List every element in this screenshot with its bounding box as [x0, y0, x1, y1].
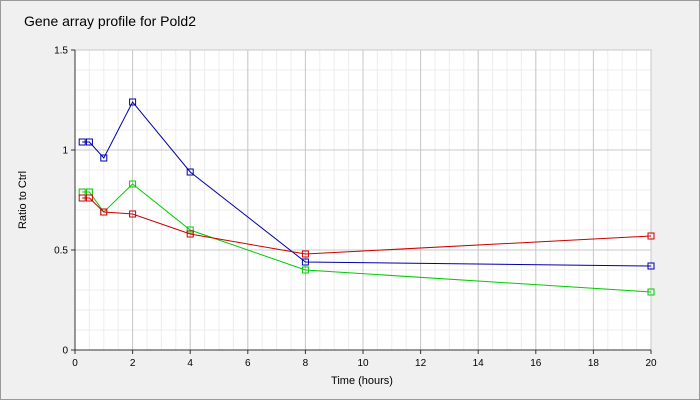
series-1-point	[100, 154, 108, 162]
x-axis-ticks: 0 2 4 6 8 10 12 14 16 18 20	[72, 350, 657, 369]
series-2-point	[129, 180, 137, 188]
series-3-point	[100, 208, 108, 216]
y-tick-label: 0	[62, 346, 68, 357]
x-tick-label: 18	[588, 358, 600, 369]
x-tick-label: 20	[645, 358, 657, 369]
series-1-point	[129, 98, 137, 106]
y-axis-ticks: 0 0.5 1 1.5	[54, 46, 75, 357]
series-3-point	[129, 210, 137, 218]
series-1-point	[85, 138, 93, 146]
y-axis-label: Ratio to Ctrl	[17, 171, 29, 229]
series-line-3	[82, 197, 652, 255]
x-tick-label: 10	[357, 358, 369, 369]
series-2-point	[301, 266, 309, 274]
series-1-point	[647, 262, 655, 270]
x-tick-label: 12	[415, 358, 427, 369]
x-tick-label: 4	[187, 358, 193, 369]
x-tick-label: 6	[245, 358, 251, 369]
x-tick-label: 14	[473, 358, 485, 369]
series-3-point	[186, 230, 194, 238]
x-axis-label: Time (hours)	[331, 375, 393, 387]
series-3-point	[647, 232, 655, 240]
series-2-point	[647, 288, 655, 296]
x-tick-label: 8	[303, 358, 309, 369]
series-1-point	[301, 258, 309, 266]
series-line-2	[82, 183, 652, 293]
x-tick-label: 2	[130, 358, 136, 369]
series-2-point	[186, 226, 194, 234]
y-tick-label: 0.5	[54, 246, 68, 257]
series-3-point	[85, 194, 93, 202]
x-tick-label: 16	[530, 358, 542, 369]
x-tick-label: 0	[72, 358, 78, 369]
series-1-point	[186, 168, 194, 176]
series-layer	[78, 98, 655, 296]
series-line-1	[82, 101, 652, 267]
chart-title: Gene array profile for Pold2	[24, 13, 196, 29]
y-tick-label: 1	[62, 146, 68, 157]
series-1-point	[78, 138, 86, 146]
y-tick-label: 1.5	[54, 46, 68, 57]
series-3-point	[78, 194, 86, 202]
series-3-point	[301, 250, 309, 258]
